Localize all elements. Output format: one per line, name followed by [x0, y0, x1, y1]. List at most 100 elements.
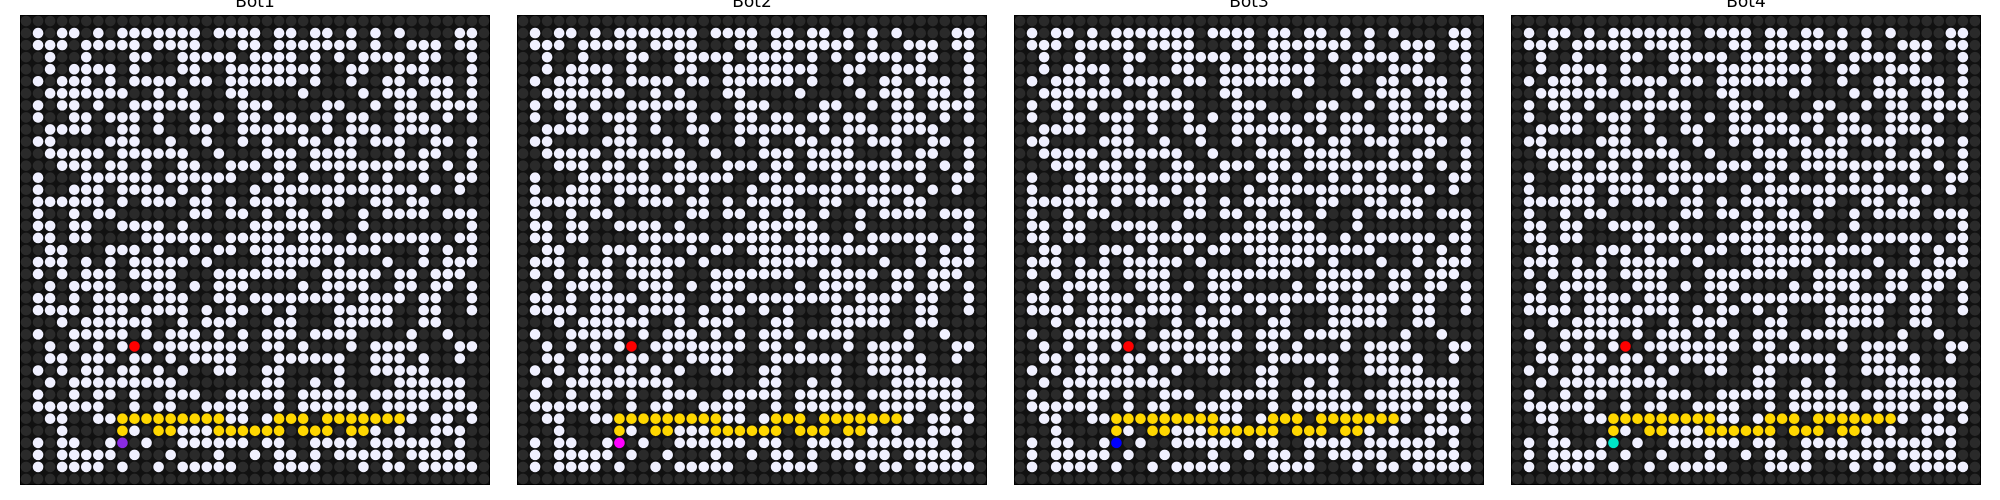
open-cell [466, 341, 478, 352]
wall-cell [529, 413, 541, 425]
open-cell [1231, 329, 1243, 340]
wall-cell [1412, 473, 1424, 485]
open-cell [189, 353, 201, 364]
wall-cell [590, 473, 601, 485]
open-cell [442, 461, 454, 473]
wall-cell [734, 461, 746, 473]
open-cell [1364, 353, 1375, 364]
wall-cell [1352, 136, 1363, 147]
open-cell [141, 160, 152, 171]
open-cell [1364, 124, 1375, 135]
open-cell [1547, 75, 1559, 87]
open-cell [1412, 244, 1424, 256]
open-cell [418, 172, 430, 183]
wall-cell [1340, 220, 1351, 232]
open-cell [903, 413, 914, 425]
wall-cell [638, 473, 649, 485]
wall-cell [1303, 124, 1315, 135]
wall-cell [1316, 449, 1327, 461]
wall-cell [1219, 449, 1231, 461]
open-cell [370, 365, 381, 376]
open-cell [189, 27, 201, 39]
open-cell [1279, 256, 1291, 268]
wall-cell [831, 232, 842, 244]
wall-cell [1038, 317, 1050, 328]
open-cell [80, 75, 92, 87]
open-cell [1376, 389, 1387, 400]
open-cell [1195, 437, 1207, 449]
open-cell [614, 292, 625, 304]
open-cell [394, 353, 405, 364]
open-cell [309, 148, 321, 159]
open-cell [1279, 184, 1291, 196]
open-cell [418, 208, 430, 220]
wall-cell [565, 244, 577, 256]
open-cell [746, 184, 758, 196]
wall-cell [1861, 15, 1872, 27]
wall-cell [939, 304, 951, 316]
wall-cell [1195, 39, 1207, 51]
open-cell [285, 160, 297, 171]
wall-cell [1472, 160, 1484, 171]
open-cell [261, 136, 273, 147]
wall-cell [1448, 160, 1460, 171]
open-cell [358, 88, 369, 99]
wall-cell [1099, 51, 1110, 63]
wall-cell [855, 75, 866, 87]
open-cell [1183, 63, 1195, 75]
wall-cell [867, 75, 878, 87]
open-cell [1436, 100, 1448, 111]
wall-cell [1147, 63, 1158, 75]
wall-cell [1231, 51, 1243, 63]
wall-cell [32, 341, 44, 352]
open-cell [939, 389, 951, 400]
open-cell [80, 256, 92, 268]
path-cell [153, 425, 164, 437]
open-cell [1436, 244, 1448, 256]
open-cell [1957, 39, 1969, 51]
wall-cell [782, 473, 794, 485]
wall-cell [951, 88, 963, 99]
open-cell [734, 280, 746, 292]
open-cell [1547, 88, 1559, 99]
open-cell [782, 160, 794, 171]
open-cell [105, 304, 116, 316]
open-cell [1933, 75, 1945, 87]
open-cell [93, 27, 104, 39]
open-cell [1062, 208, 1074, 220]
wall-cell [1424, 208, 1436, 220]
open-cell [1535, 124, 1547, 135]
open-cell [1316, 329, 1327, 340]
wall-cell [927, 220, 939, 232]
open-cell [903, 88, 914, 99]
wall-cell [1511, 88, 1523, 99]
open-cell [1123, 124, 1134, 135]
wall-cell [478, 172, 490, 183]
open-cell [1291, 124, 1303, 135]
path-cell [710, 425, 722, 437]
wall-cell [782, 377, 794, 388]
wall-cell [517, 27, 529, 39]
wall-cell [1897, 51, 1908, 63]
wall-cell [442, 148, 454, 159]
wall-cell [1207, 184, 1219, 196]
wall-cell [1291, 75, 1303, 87]
wall-cell [189, 268, 201, 280]
wall-cell [394, 473, 405, 485]
path-cell [394, 413, 405, 425]
open-cell [309, 449, 321, 461]
open-cell [1099, 160, 1110, 171]
open-cell [686, 389, 698, 400]
wall-cell [1026, 425, 1038, 437]
wall-cell [819, 220, 830, 232]
open-cell [819, 232, 830, 244]
wall-cell [1135, 389, 1146, 400]
open-cell [225, 461, 237, 473]
wall-cell [734, 196, 746, 208]
wall-cell [1183, 377, 1195, 388]
path-cell [1376, 413, 1387, 425]
wall-cell [1231, 449, 1243, 461]
wall-cell [478, 437, 490, 449]
wall-cell [1207, 63, 1219, 75]
wall-cell [1376, 15, 1387, 27]
